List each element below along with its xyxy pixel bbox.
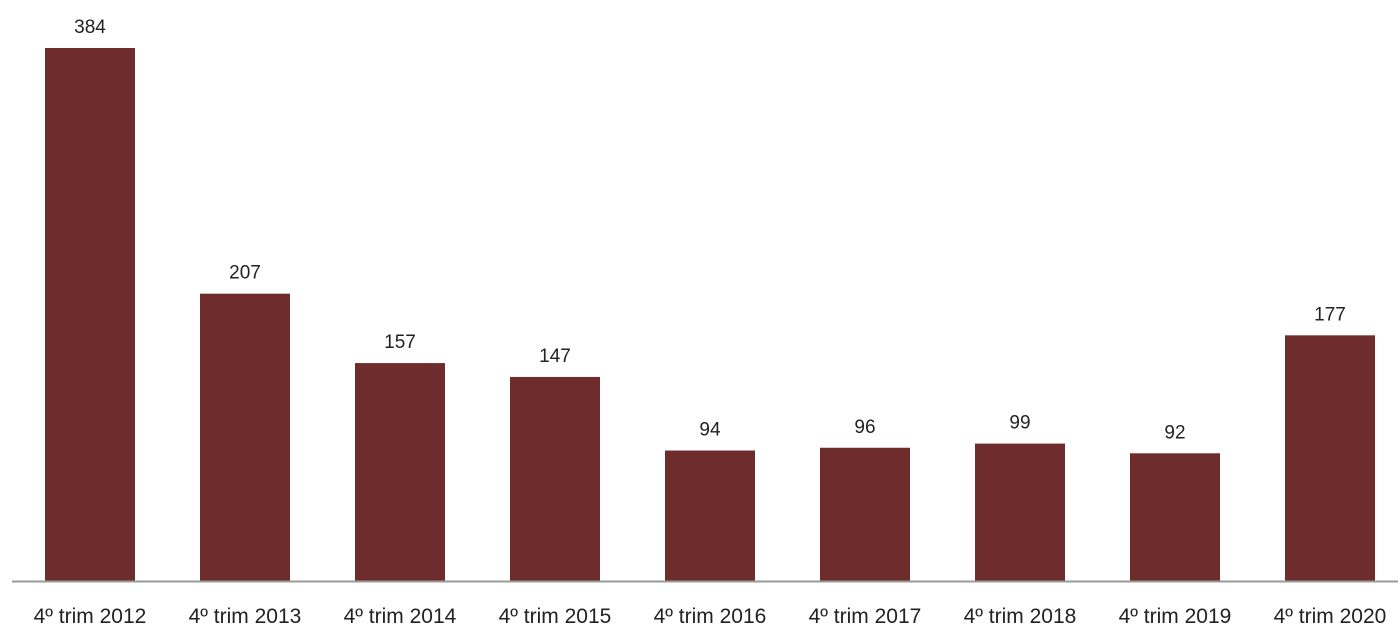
bar [1130,453,1220,581]
value-labels-group: 384 207 157 147 94 96 99 92 177 [74,17,1346,443]
x-tick-label: 4º trim 2016 [654,605,767,628]
x-tick-label: 4º trim 2019 [1119,605,1232,628]
x-tick-label: 4º trim 2017 [809,605,922,628]
x-tick-label: 4º trim 2014 [344,605,457,628]
bar [1285,335,1375,581]
x-tick-label: 4º trim 2020 [1274,605,1387,628]
bar-value-label: 177 [1314,304,1346,325]
bar-value-label: 207 [229,263,261,284]
bar [975,443,1065,581]
bar-value-label: 94 [699,420,721,441]
bar [510,376,600,581]
bar-value-label: 99 [1009,413,1030,434]
bar [355,363,445,581]
bar-value-label: 157 [384,332,416,353]
bar-value-label: 96 [854,417,875,438]
bar-value-label: 384 [74,17,106,38]
bar [665,450,755,581]
x-tick-label: 4º trim 2018 [964,605,1077,628]
bar-value-label: 92 [1164,422,1185,443]
x-tick-label: 4º trim 2013 [189,605,302,628]
bars-group [45,48,1375,581]
bar [45,48,135,581]
bar [820,447,910,581]
x-tick-label: 4º trim 2012 [34,605,147,628]
x-tick-label: 4º trim 2015 [499,605,612,628]
bar [200,293,290,581]
bar-value-label: 147 [539,346,571,367]
x-tick-labels-group: 4º trim 2012 4º trim 2013 4º trim 2014 4º t… [34,605,1387,628]
